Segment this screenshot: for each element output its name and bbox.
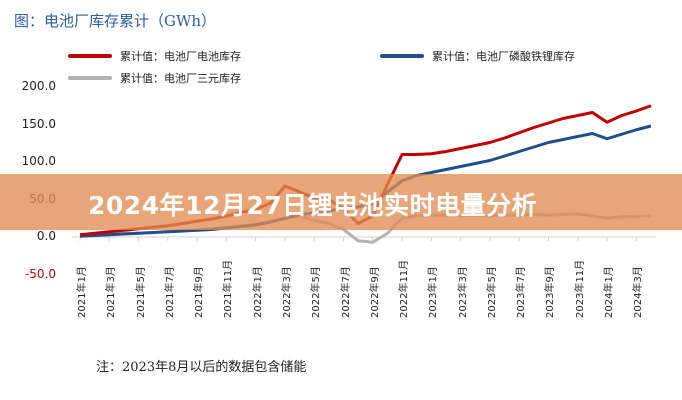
overlay-banner bbox=[0, 174, 682, 230]
y-tick-label: 0.0 bbox=[36, 229, 56, 243]
footnote: 注：2023年8月以后的数据包含储能 bbox=[96, 360, 307, 375]
chart-title: 图：电池厂库存累计（GWh） bbox=[14, 12, 217, 30]
legend-item-ternary: 累计值：电池厂三元库存 bbox=[68, 70, 241, 86]
legend-swatch bbox=[68, 76, 112, 80]
legend-label: 累计值：电池厂三元库存 bbox=[120, 72, 241, 85]
y-tick-label: 100.0 bbox=[21, 154, 56, 168]
legend-item-battery: 累计值：电池厂电池库存 bbox=[68, 48, 241, 64]
y-tick-label: -50.0 bbox=[24, 266, 56, 281]
y-tick-label: 150.0 bbox=[21, 116, 56, 131]
legend-swatch bbox=[380, 54, 424, 58]
legend-label: 累计值：电池厂电池库存 bbox=[120, 50, 241, 63]
banner-title: 2024年12月27日锂电池实时电量分析 bbox=[88, 191, 538, 220]
legend-swatch bbox=[68, 54, 112, 58]
y-tick-label: 200.0 bbox=[21, 79, 56, 93]
legend-label: 累计值：电池厂磷酸铁锂库存 bbox=[432, 50, 575, 63]
legend-item-lfp: 累计值：电池厂磷酸铁锂库存 bbox=[380, 48, 575, 64]
